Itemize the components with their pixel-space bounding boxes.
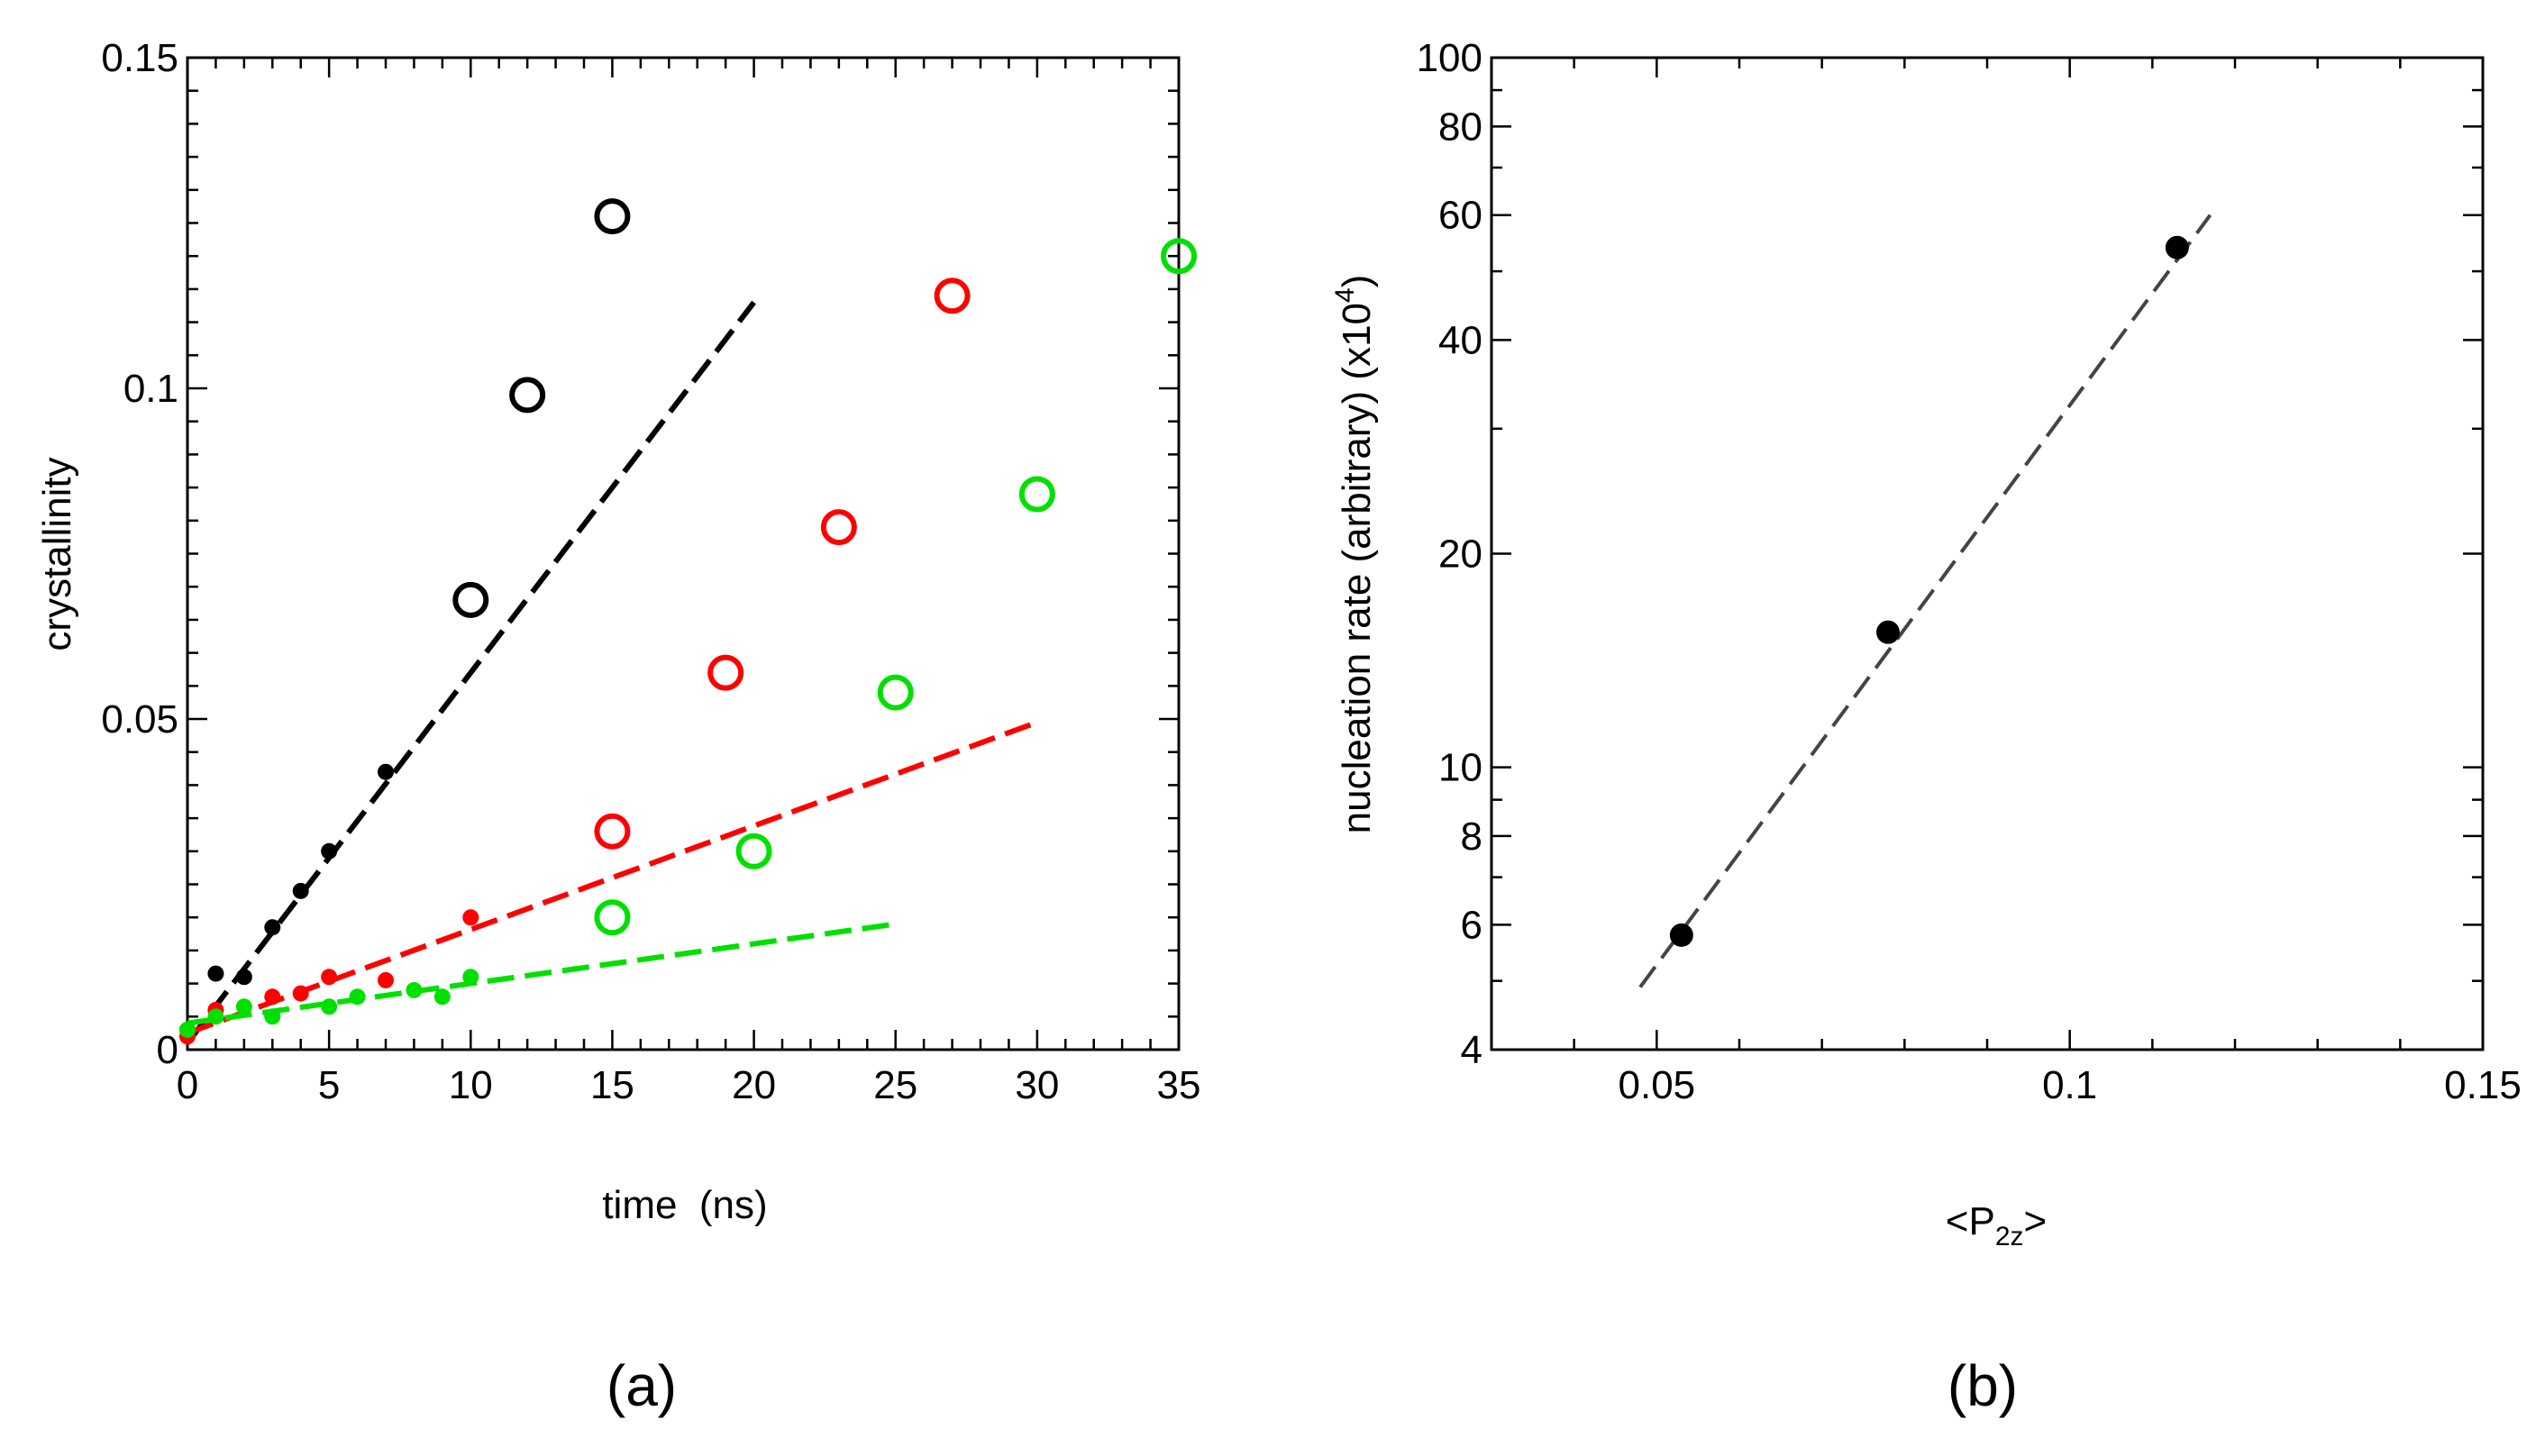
- green-small-marker: [406, 981, 423, 998]
- y-tick-label: 10: [1438, 746, 1482, 790]
- green-open-marker: [877, 674, 914, 711]
- panel-a-x-axis-label: time (ns): [602, 1183, 767, 1227]
- red-small-marker: [264, 988, 281, 1006]
- y-tick-label: 8: [1461, 814, 1482, 859]
- panel-b-fit-line: [1638, 214, 2212, 988]
- x-tick-label: 0: [177, 1063, 198, 1107]
- x-tick-label: 5: [318, 1063, 340, 1107]
- green-open-marker: [1161, 238, 1197, 275]
- panel-b-y-axis-label-sup: 4: [1330, 287, 1360, 303]
- x-tick-label: 25: [873, 1063, 917, 1107]
- black-small-marker: [292, 882, 309, 899]
- y-tick-label: 6: [1461, 903, 1482, 947]
- x-tick-label: 15: [590, 1063, 634, 1107]
- panel-b-y-axis-label-main: nucleation rate (arbitrary) (x10: [1335, 303, 1379, 833]
- black-fit-line: [185, 300, 756, 1045]
- x-tick-label: 0.15: [2444, 1063, 2522, 1107]
- panel-a-plot-frame: [186, 56, 1181, 1051]
- x-tick-label: 30: [1015, 1063, 1059, 1107]
- black-small-marker: [264, 919, 281, 936]
- x-tick-label: 20: [732, 1063, 776, 1107]
- red-small-marker: [462, 909, 479, 926]
- panel-b-x-axis-label-end: >: [2024, 1199, 2048, 1243]
- y-tick-label: 0.15: [101, 36, 178, 80]
- y-tick-label: 60: [1438, 194, 1482, 238]
- y-tick-label: 0: [157, 1028, 178, 1072]
- y-tick-label: 0.1: [123, 367, 178, 411]
- red-open-marker: [934, 278, 971, 314]
- panel-a-ticks: [186, 56, 1181, 1051]
- panel-b-y-axis-label-end: ): [1335, 275, 1379, 288]
- panel-b-plot-frame: [1490, 56, 2485, 1051]
- x-tick-label: 10: [449, 1063, 493, 1107]
- panel-b-ticks: [1490, 56, 2485, 1051]
- panel-b-tick-labels: 0.05 0.1 0.15 4 6 8 10 20 40 60 80 100: [1417, 36, 2522, 1107]
- nucleation-marker: [1876, 620, 1900, 644]
- black-open-marker: [509, 377, 546, 414]
- panel-b-x-axis-label-sub: 2z: [1995, 1222, 2024, 1251]
- y-tick-label: 80: [1438, 105, 1482, 149]
- panel-a-tick-labels: 0 5 10 15 20 25 30 35 0 0.05 0.1 0.15: [101, 36, 1200, 1107]
- black-open-marker: [452, 581, 489, 618]
- panel-b-y-axis-label: nucleation rate (arbitrary) (x104): [1330, 275, 1379, 834]
- y-tick-label: 4: [1461, 1028, 1482, 1072]
- panel-a-y-axis-label: crystallinity: [35, 457, 79, 651]
- green-small-marker: [179, 1021, 196, 1038]
- green-small-marker: [321, 998, 338, 1015]
- panel-b-x-axis-label-main: <P: [1946, 1199, 1995, 1243]
- red-small-marker: [321, 969, 338, 986]
- panel-a-markers: [179, 198, 1197, 1045]
- panel-a-chart: 0 5 10 15 20 25 30 35 0 0.05 0.1 0.15 time (ns) cry…: [35, 36, 1200, 1418]
- panel-b-markers: [1669, 235, 2189, 947]
- red-open-marker: [594, 813, 631, 850]
- panel-b-x-axis-label: <P2z>: [1946, 1199, 2047, 1251]
- red-open-marker: [820, 509, 857, 546]
- green-open-marker: [1018, 476, 1055, 513]
- panel-b-label: (b): [1948, 1353, 2018, 1418]
- green-small-marker: [264, 1008, 281, 1025]
- black-small-marker: [207, 965, 224, 982]
- x-tick-label: 0.05: [1619, 1063, 1696, 1107]
- panel-b-chart: 0.05 0.1 0.15 4 6 8 10 20 40 60 80 100 <P2z> nuclea…: [1330, 36, 2522, 1418]
- nucleation-marker: [1669, 923, 1693, 947]
- green-small-marker: [207, 1008, 224, 1025]
- x-tick-label: 35: [1157, 1063, 1201, 1107]
- black-small-marker: [321, 842, 338, 860]
- black-small-marker: [378, 763, 394, 780]
- green-open-marker: [735, 833, 772, 869]
- y-tick-label: 100: [1417, 36, 1482, 80]
- green-small-marker: [349, 988, 366, 1006]
- red-open-marker: [707, 654, 744, 691]
- red-small-marker: [378, 971, 394, 988]
- y-tick-label: 20: [1438, 532, 1482, 577]
- green-fit-line: [187, 921, 897, 1026]
- green-open-marker: [594, 899, 631, 936]
- nucleation-marker: [2165, 235, 2189, 259]
- y-tick-label: 40: [1438, 318, 1482, 362]
- black-small-marker: [235, 969, 252, 986]
- y-tick-label: 0.05: [101, 697, 178, 742]
- green-small-marker: [235, 998, 252, 1015]
- nucleation-fit-line: [1638, 214, 2212, 988]
- x-tick-label: 0.1: [2042, 1063, 2097, 1107]
- panel-a-label: (a): [607, 1353, 677, 1418]
- panel-a-fit-lines: [185, 300, 1038, 1045]
- green-small-marker: [462, 969, 479, 986]
- black-open-marker: [594, 198, 631, 235]
- red-small-marker: [292, 985, 309, 1002]
- green-small-marker: [433, 988, 451, 1006]
